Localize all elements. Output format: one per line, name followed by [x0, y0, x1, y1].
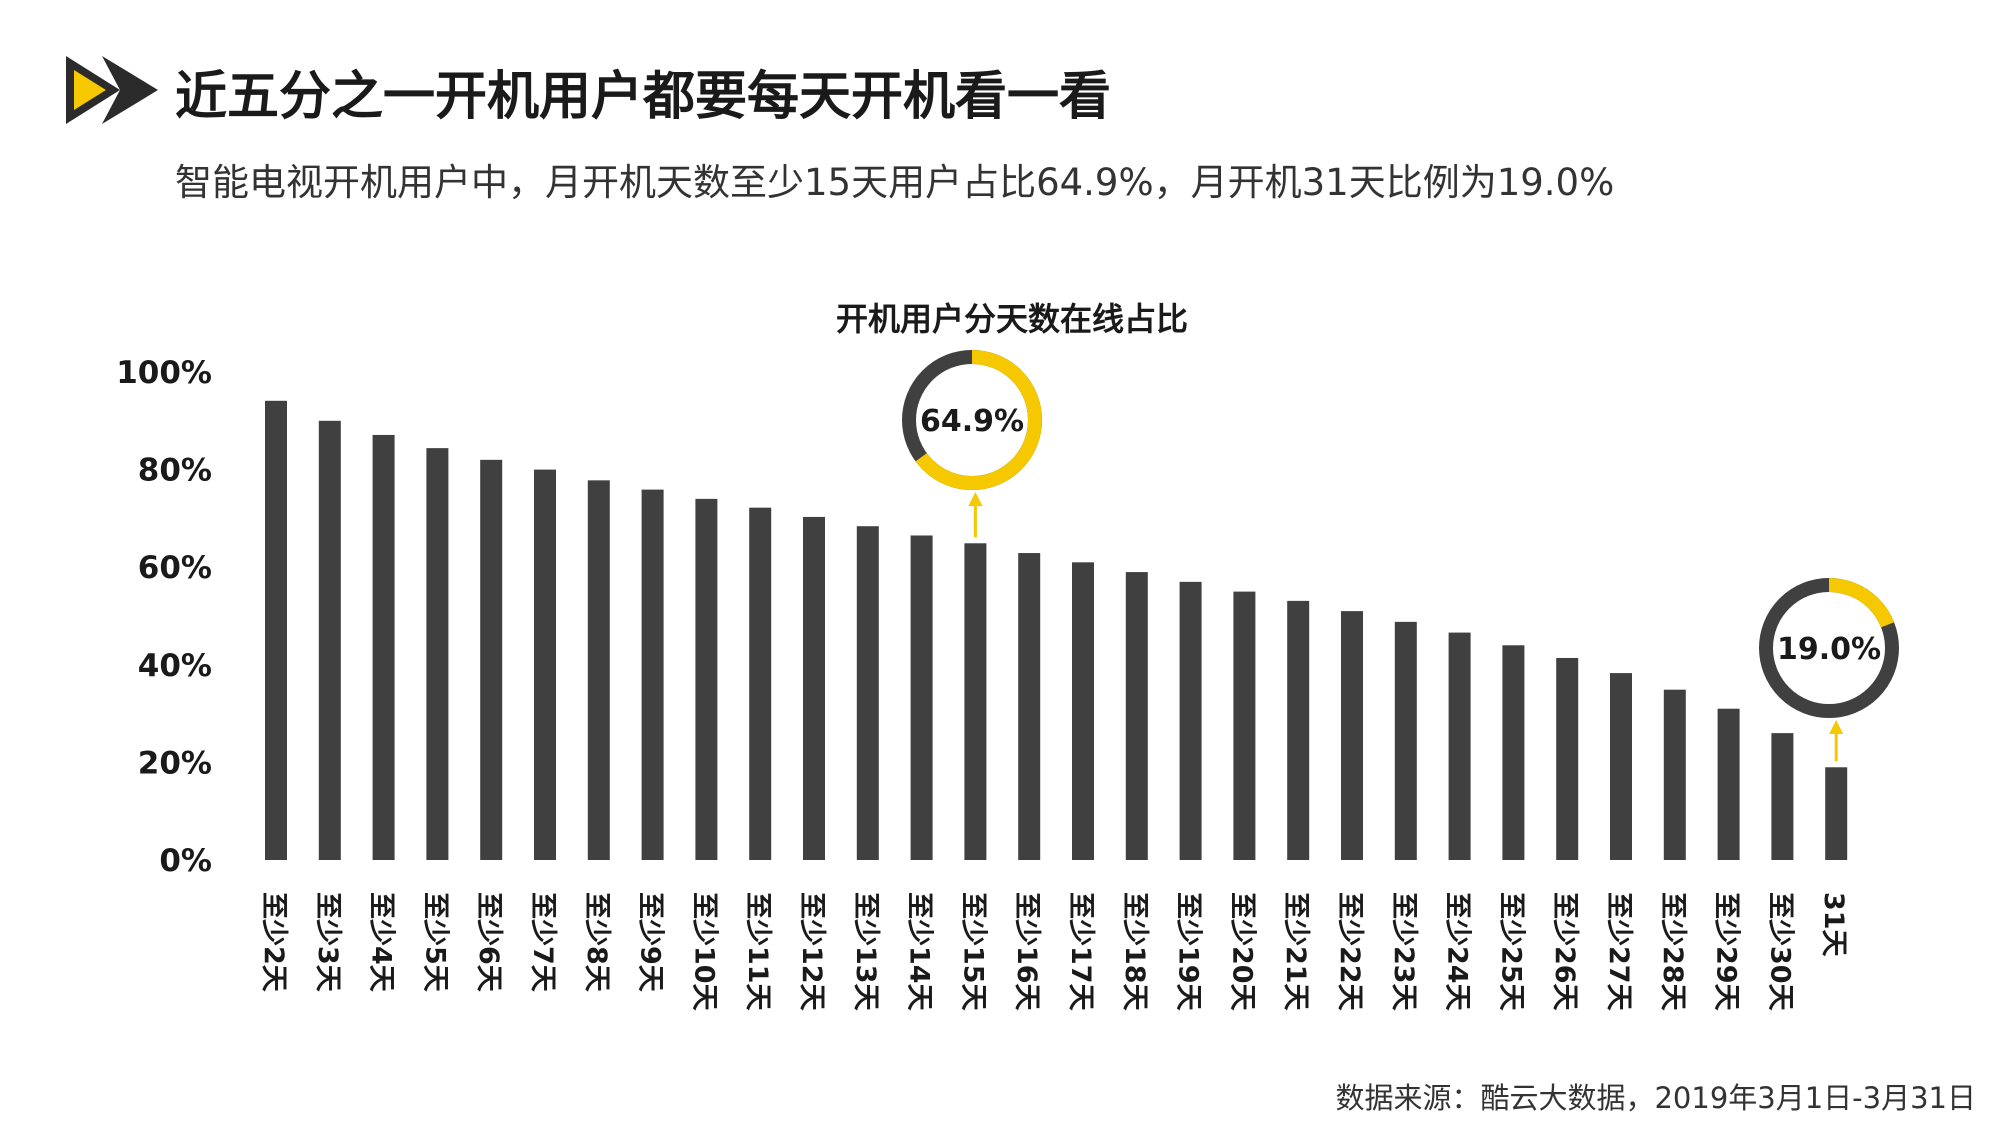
- bar-至少4天: [372, 434, 395, 860]
- x-tick-label: 至少3天: [312, 892, 343, 992]
- x-tick-label: 至少9天: [635, 892, 666, 992]
- arrow-head: [968, 492, 983, 506]
- bar-至少23天: [1394, 621, 1417, 860]
- x-tick-label: 至少24天: [1442, 892, 1473, 1011]
- bar-至少2天: [265, 400, 287, 860]
- bar-至少20天: [1233, 591, 1256, 860]
- x-tick-label: 至少10天: [688, 892, 719, 1011]
- chart-title: 开机用户分天数在线占比: [836, 300, 1188, 338]
- bar-至少8天: [587, 480, 610, 860]
- x-tick-label: 至少26天: [1549, 892, 1580, 1011]
- x-tick-label: 至少18天: [1119, 892, 1150, 1011]
- annotation-19.0%: 19.0%: [1759, 578, 1899, 762]
- ring-progress: [1759, 578, 1899, 718]
- x-tick-label: 至少21天: [1280, 892, 1311, 1011]
- y-tick-label: 40%: [138, 648, 212, 684]
- bar-至少28天: [1663, 689, 1686, 860]
- bar-至少14天: [910, 535, 933, 860]
- x-tick-label: 至少7天: [527, 892, 558, 992]
- bar-至少15天: [964, 543, 987, 860]
- x-tick-label: 至少29天: [1711, 892, 1742, 1011]
- arrow-head: [1829, 720, 1844, 734]
- annotations: 64.9% 19.0%: [902, 350, 1899, 762]
- bars: [265, 400, 1848, 860]
- x-tick-label: 至少2天: [258, 892, 289, 992]
- bar-至少24天: [1448, 632, 1471, 860]
- x-tick-label: 至少4天: [366, 892, 397, 992]
- bar-至少7天: [534, 469, 556, 860]
- bar-至少5天: [426, 448, 449, 860]
- x-tick-label: 至少16天: [1011, 892, 1042, 1011]
- bar-至少19天: [1179, 581, 1202, 860]
- bar-至少25天: [1502, 645, 1525, 860]
- ring-progress: [902, 350, 1042, 490]
- annotation-64.9%: 64.9%: [902, 350, 1042, 538]
- x-tick-label: 至少30天: [1764, 892, 1795, 1011]
- bar-至少17天: [1072, 562, 1094, 860]
- x-axis-labels: 至少2天 至少3天 至少4天 至少5天 至少6天 至少7天 至少8天 至少9天 至少10天 至少1…: [258, 892, 1849, 1011]
- x-tick-label: 至少14天: [904, 892, 935, 1011]
- bar-至少30天: [1771, 733, 1794, 860]
- arrow-logo-icon: [66, 56, 158, 124]
- x-tick-label: 至少25天: [1495, 892, 1526, 1011]
- x-tick-label: 至少13天: [850, 892, 881, 1011]
- page-title: 近五分之一开机用户都要每天开机看一看: [175, 67, 1112, 127]
- x-tick-label: 至少12天: [796, 892, 827, 1011]
- bar-至少3天: [318, 420, 341, 860]
- logo-dark-arrow: [102, 56, 158, 124]
- y-tick-label: 100%: [116, 355, 212, 391]
- x-tick-label: 至少5天: [419, 892, 450, 992]
- x-tick-label: 31天: [1818, 892, 1849, 957]
- x-tick-label: 至少28天: [1657, 892, 1688, 1011]
- y-tick-label: 0%: [159, 843, 212, 879]
- bar-chart: 开机用户分天数在线占比 0%20%40%60%80%100% 至少2天 至少3天至…: [116, 300, 1899, 1011]
- data-source: 数据来源：酷云大数据，2019年3月1日-3月31日: [1335, 1081, 1976, 1115]
- y-tick-label: 20%: [138, 745, 212, 781]
- bar-至少29天: [1717, 708, 1740, 860]
- ring-value-label: 19.0%: [1777, 632, 1881, 667]
- y-tick-label: 60%: [138, 550, 212, 586]
- y-axis: 0% 20% 40% 60% 80% 100%: [116, 355, 212, 879]
- x-tick-label: 至少23天: [1388, 892, 1419, 1011]
- x-tick-label: 至少22天: [1334, 892, 1365, 1011]
- bar-至少27天: [1610, 673, 1632, 860]
- x-tick-label: 至少20天: [1226, 892, 1257, 1011]
- bar-至少9天: [641, 489, 664, 860]
- bar-至少16天: [1018, 553, 1041, 860]
- bar-至少10天: [695, 498, 718, 860]
- bar-至少13天: [856, 526, 879, 860]
- bar-至少22天: [1341, 611, 1363, 860]
- x-tick-label: 至少11天: [742, 892, 773, 1011]
- logo-yellow-chevron: [74, 70, 106, 110]
- x-tick-label: 至少17天: [1065, 892, 1096, 1011]
- bar-至少26天: [1556, 657, 1579, 860]
- bar-31天: [1825, 767, 1848, 860]
- bar-至少18天: [1125, 572, 1148, 860]
- x-tick-label: 至少8天: [581, 892, 612, 992]
- x-tick-label: 至少6天: [473, 892, 504, 992]
- y-tick-label: 80%: [138, 453, 212, 489]
- page-subtitle: 智能电视开机用户中，月开机天数至少15天用户占比64.9%，月开机31天比例为1…: [175, 161, 1615, 204]
- bar-至少21天: [1287, 600, 1310, 860]
- ring-value-label: 64.9%: [920, 404, 1024, 439]
- x-tick-label: 至少19天: [1173, 892, 1204, 1011]
- x-tick-label: 至少15天: [957, 892, 988, 1011]
- bar-至少6天: [480, 459, 503, 860]
- x-tick-label: 至少27天: [1603, 892, 1634, 1011]
- bar-至少12天: [803, 516, 825, 860]
- bar-至少11天: [749, 507, 772, 860]
